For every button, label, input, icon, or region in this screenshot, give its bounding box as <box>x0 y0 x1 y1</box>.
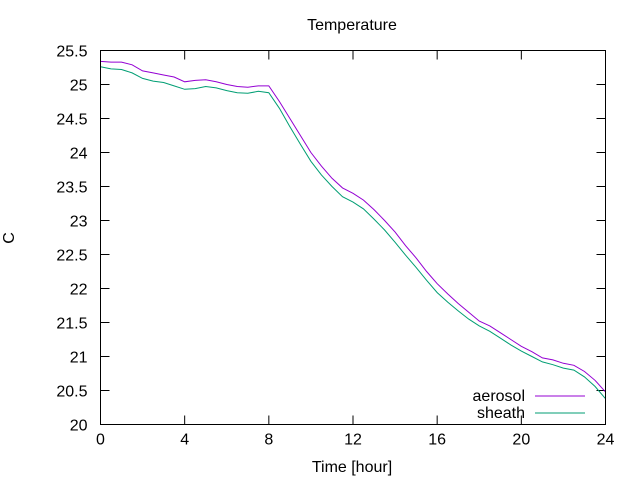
plot-frame <box>100 50 606 425</box>
y-tick-label: 24 <box>70 146 88 163</box>
axis-ticks: 0 4 8 12 16 20 24 20 20.5 21 21.5 22 22.5 23 23.5 24 24.… <box>56 44 614 449</box>
y-tick-label: 20 <box>70 418 88 435</box>
y-tick-label: 21.5 <box>56 316 87 333</box>
x-tick-label: 20 <box>512 432 530 449</box>
y-tick-label: 21 <box>70 350 88 367</box>
x-tick-label: 4 <box>180 432 189 449</box>
legend-label-sheath: sheath <box>477 405 525 422</box>
series-line-aerosol <box>100 60 606 393</box>
x-tick-label: 8 <box>264 432 273 449</box>
x-tick-label: 16 <box>428 432 446 449</box>
legend-label-aerosol: aerosol <box>473 388 525 405</box>
x-axis-label: Time [hour] <box>312 459 392 476</box>
y-tick-label: 20.5 <box>56 384 87 401</box>
y-tick-label: 25.5 <box>56 44 87 61</box>
y-tick-label: 22 <box>70 282 88 299</box>
chart-title: Temperature <box>307 17 397 34</box>
x-tick-label: 0 <box>96 432 105 449</box>
y-tick-label: 25 <box>70 78 88 95</box>
series-line-sheath <box>100 66 606 400</box>
y-tick-label: 23.5 <box>56 180 87 197</box>
y-tick-label: 23 <box>70 214 88 231</box>
y-tick-label: 24.5 <box>56 112 87 129</box>
x-tick-label: 24 <box>597 432 615 449</box>
y-tick-label: 22.5 <box>56 248 87 265</box>
x-tick-label: 12 <box>344 432 362 449</box>
series-lines <box>100 60 606 400</box>
y-axis-label: C <box>1 232 18 244</box>
